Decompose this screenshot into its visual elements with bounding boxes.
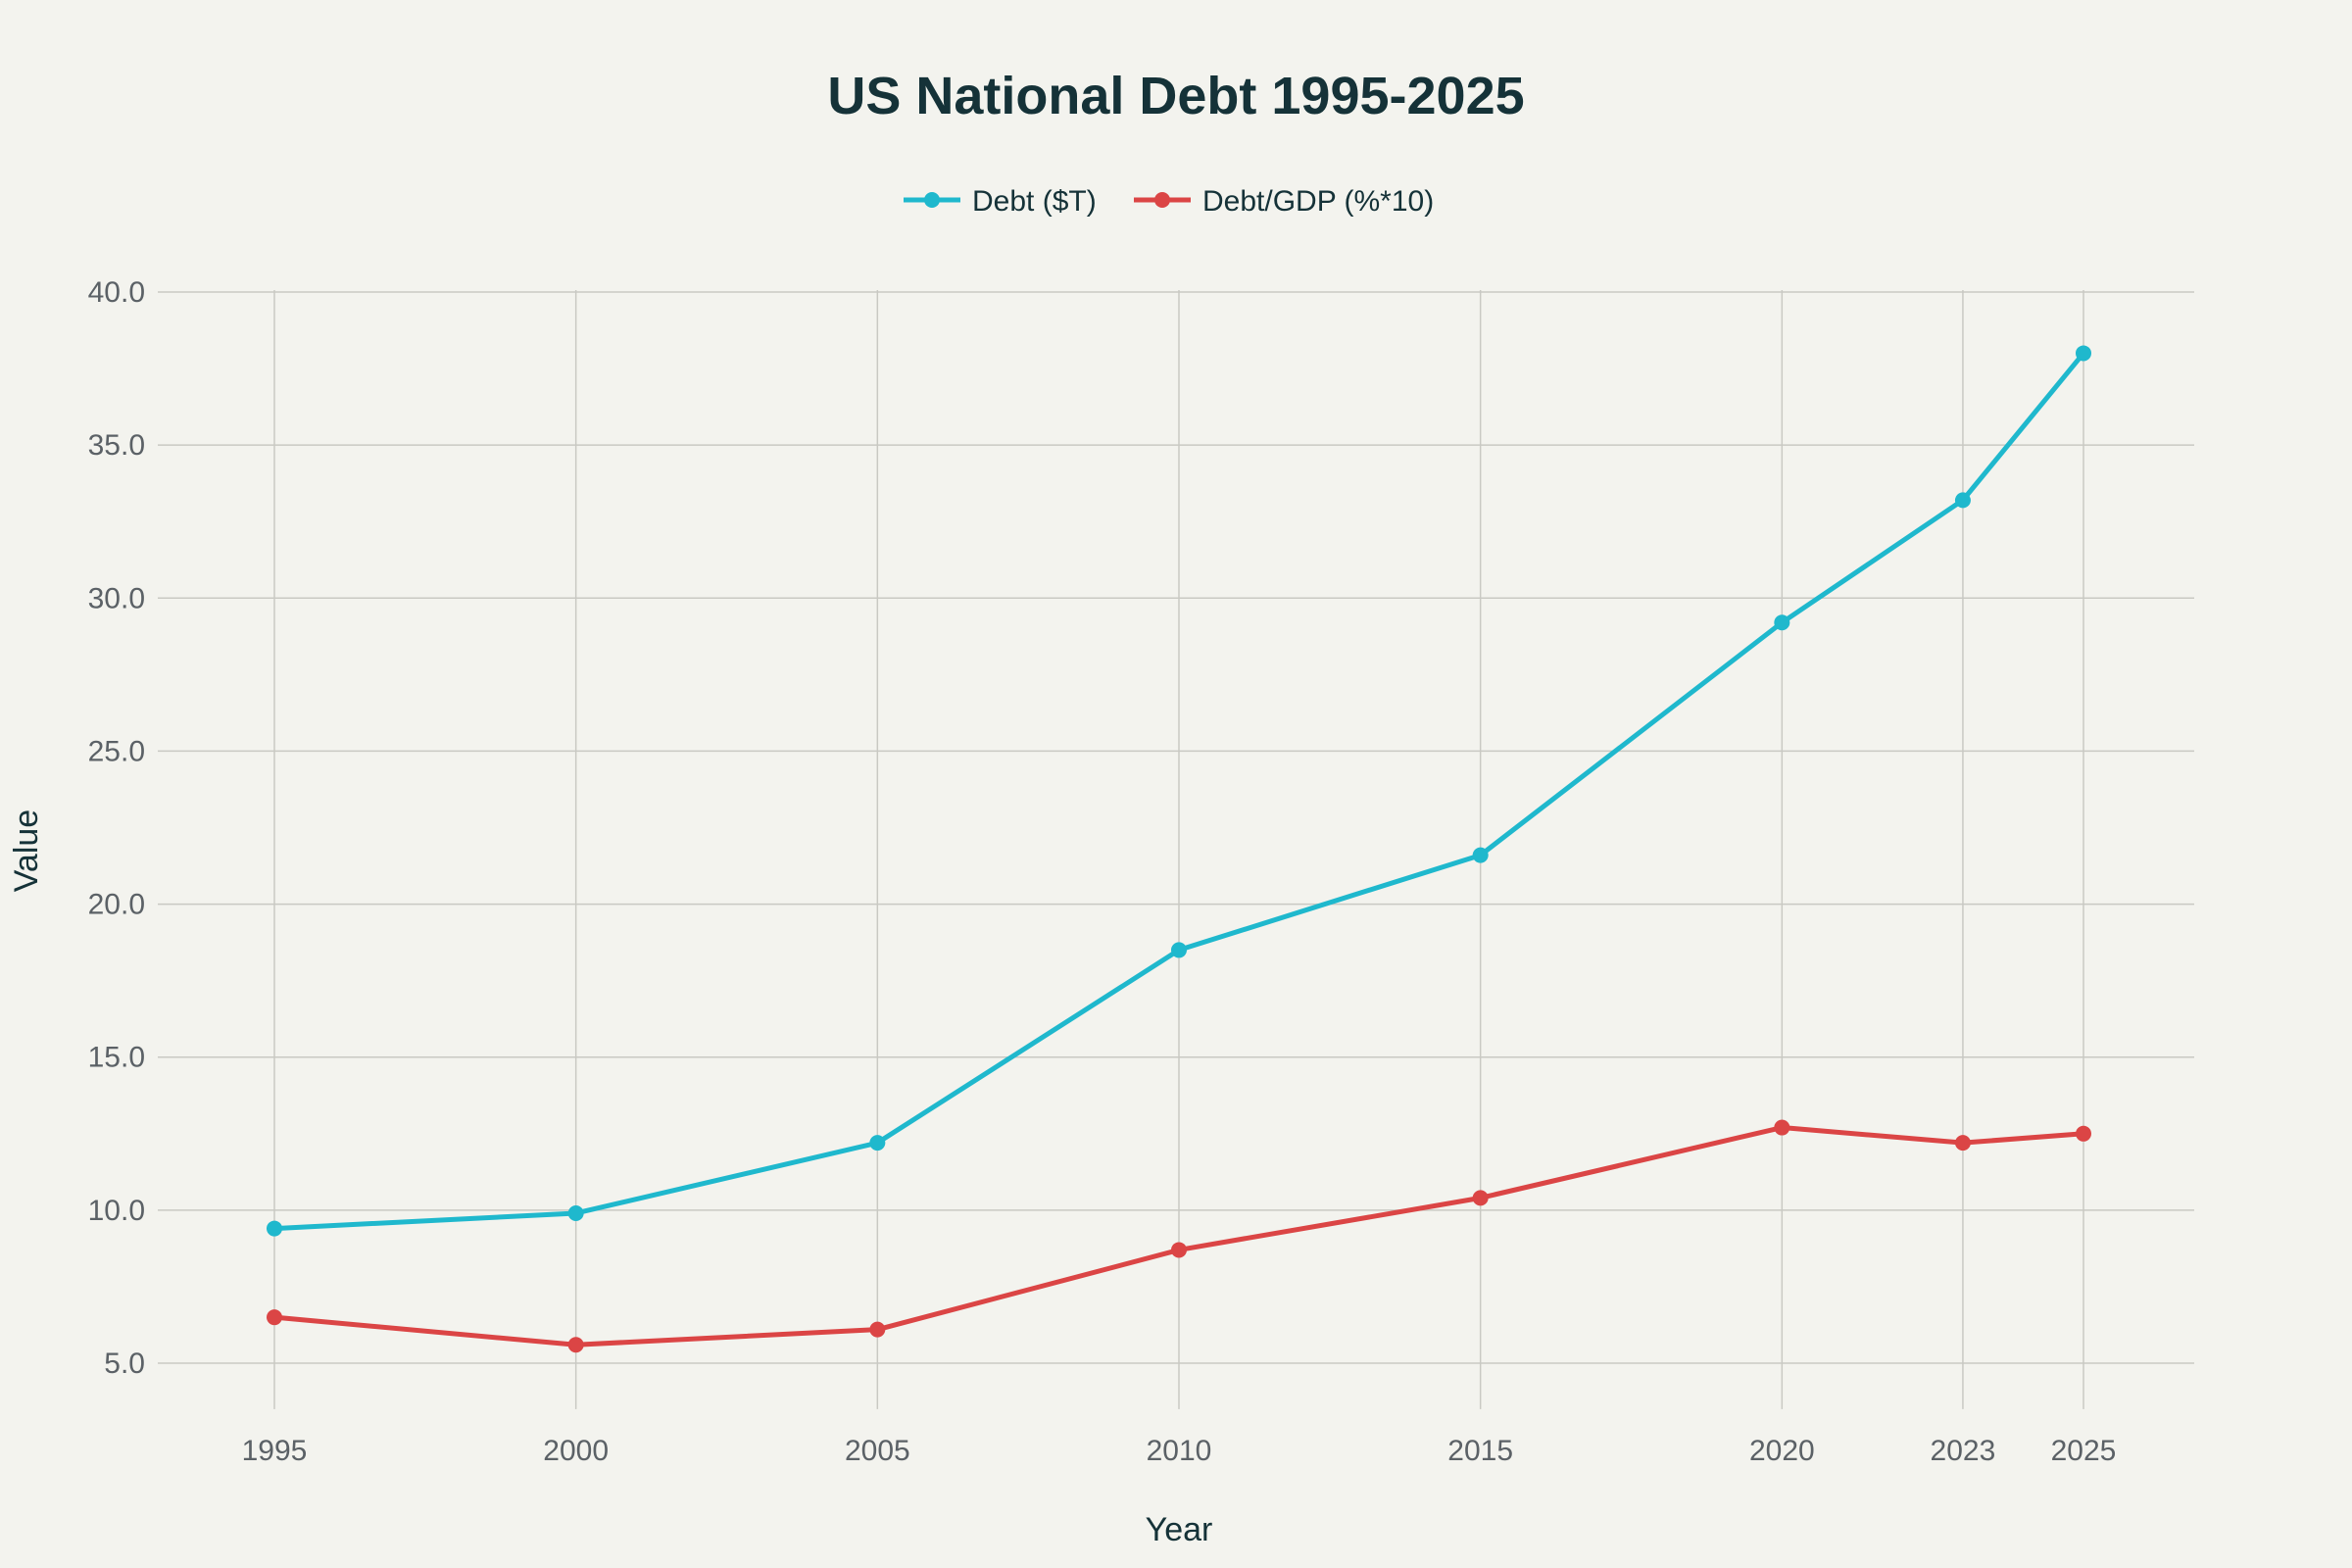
y-axis-ticks: 5.0 10.0 15.0 20.0 25.0 30.0 35.0 40.0	[88, 276, 145, 1380]
data-point-debt	[267, 1220, 282, 1237]
legend-marker-debt	[924, 192, 940, 208]
x-tick-label: 2015	[1447, 1435, 1513, 1467]
data-point-debt	[1171, 942, 1187, 958]
legend-marker-debt-gdp	[1154, 192, 1170, 208]
data-point-debt-gdp	[1171, 1242, 1187, 1258]
grid	[158, 290, 2194, 1409]
data-point-debt	[2076, 345, 2091, 362]
x-tick-label: 2023	[1931, 1435, 1996, 1467]
y-tick-label: 10.0	[88, 1195, 145, 1227]
x-axis-ticks: 1995 2000 2005 2010 2015 2020 2023 2025	[242, 1435, 2117, 1467]
y-tick-label: 20.0	[88, 889, 145, 921]
y-tick-label: 30.0	[88, 582, 145, 614]
legend: Debt ($T) Debt/GDP (%*10)	[904, 185, 1434, 218]
legend-item-debt[interactable]: Debt ($T)	[904, 185, 1097, 218]
x-tick-label: 2000	[543, 1435, 609, 1467]
y-tick-label: 25.0	[88, 735, 145, 767]
x-tick-label: 2025	[2051, 1435, 2117, 1467]
data-point-debt	[1472, 847, 1489, 863]
legend-label-debt: Debt ($T)	[972, 185, 1097, 218]
legend-label-debt-gdp: Debt/GDP (%*10)	[1202, 185, 1434, 218]
series-line-debt-gdp	[273, 1125, 2084, 1348]
y-tick-label: 40.0	[88, 276, 145, 309]
data-point-debt-gdp	[1774, 1119, 1790, 1136]
y-tick-label: 15.0	[88, 1042, 145, 1074]
data-point-debt-gdp	[1472, 1190, 1489, 1206]
data-point-debt	[1954, 492, 1971, 509]
data-point-debt-gdp	[267, 1309, 282, 1326]
legend-item-debt-gdp[interactable]: Debt/GDP (%*10)	[1134, 185, 1434, 218]
x-tick-label: 1995	[242, 1435, 308, 1467]
data-point-debt	[1774, 614, 1790, 631]
data-point-debt-gdp	[869, 1321, 886, 1338]
x-tick-label: 2010	[1147, 1435, 1212, 1467]
chart-title: US National Debt 1995-2025	[827, 67, 1524, 125]
series-line-debt	[273, 351, 2085, 1232]
y-axis-title: Value	[8, 809, 45, 892]
x-axis-title: Year	[1146, 1511, 1213, 1548]
data-point-debt-gdp	[2076, 1125, 2091, 1142]
y-tick-label: 35.0	[88, 429, 145, 462]
y-tick-label: 5.0	[104, 1348, 145, 1380]
x-tick-label: 2020	[1749, 1435, 1815, 1467]
x-tick-label: 2005	[845, 1435, 910, 1467]
data-point-debt-gdp	[1954, 1135, 1971, 1152]
series-group	[267, 345, 2091, 1353]
data-point-debt	[869, 1135, 886, 1152]
data-point-debt	[567, 1204, 584, 1221]
data-point-debt-gdp	[567, 1337, 584, 1353]
